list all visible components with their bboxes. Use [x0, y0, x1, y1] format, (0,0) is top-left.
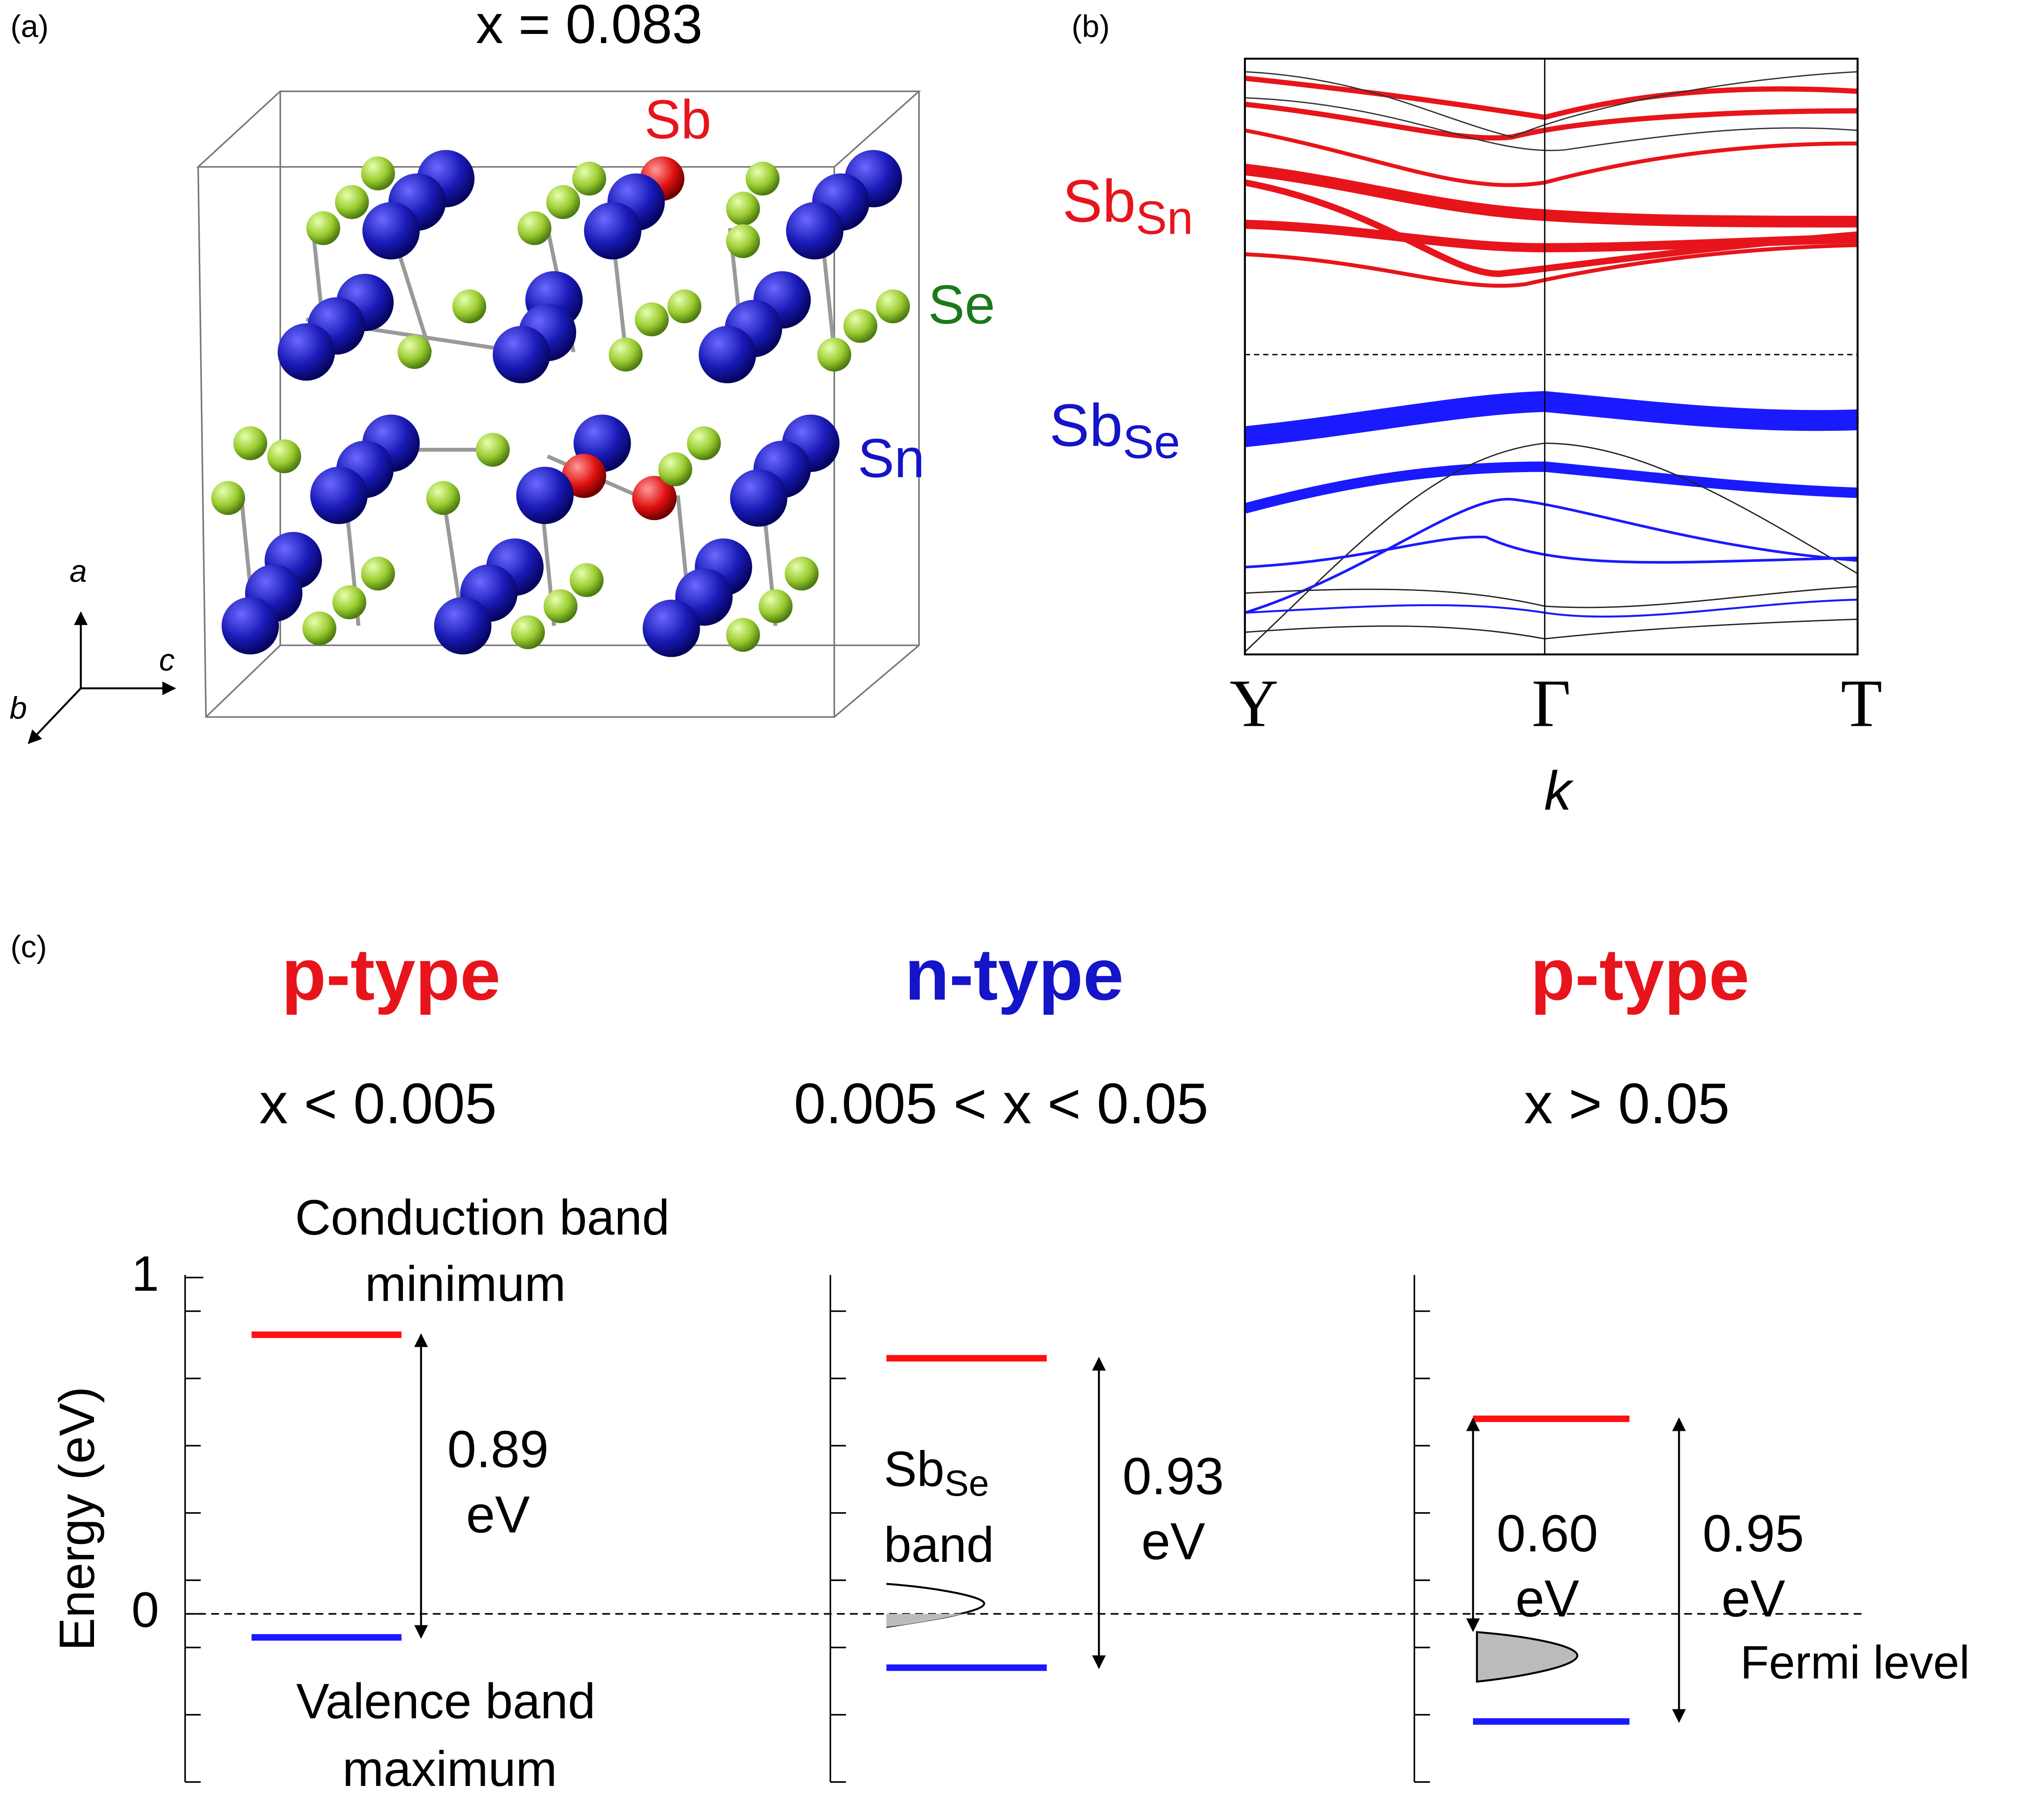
band-label-sub: Se	[1123, 416, 1180, 468]
panel-label: (b)	[1071, 9, 1110, 44]
band-label-sub: Sn	[1136, 191, 1193, 244]
band-label-main: Sb	[1062, 168, 1136, 235]
axis-label: a	[70, 554, 87, 589]
atom-label: Se	[928, 274, 995, 335]
condition: x < 0.005	[259, 1071, 497, 1135]
annotation: Fermi level	[1740, 1636, 1970, 1688]
gap-unit: eV	[1141, 1513, 1205, 1571]
gap-unit: eV	[1515, 1570, 1579, 1628]
condition: x > 0.05	[1524, 1071, 1730, 1135]
atoms	[211, 150, 910, 657]
gap-unit: eV	[466, 1486, 530, 1544]
k-point-label: Y	[1229, 665, 1278, 741]
panel-label: (c)	[10, 930, 47, 964]
frame	[1244, 57, 1859, 656]
annotation: Valence band	[296, 1674, 596, 1729]
axis-label: b	[10, 691, 27, 726]
axes-triad	[27, 611, 176, 744]
panel-c: (c) Energy (eV) 0 1 p-type x < 0.005 0.89 eV n…	[10, 930, 1970, 1797]
x-axis-label: k	[1544, 760, 1574, 822]
annotation: minimum	[365, 1257, 566, 1312]
y-tick-label: 0	[131, 1583, 159, 1638]
annotation: SbSe	[884, 1442, 989, 1504]
carrier-type: p-type	[282, 933, 500, 1015]
axis-label: c	[159, 643, 175, 678]
annotation-main: Sb	[884, 1442, 944, 1497]
carrier-type: p-type	[1530, 933, 1749, 1015]
k-point-label: T	[1841, 665, 1882, 741]
gap-value: 0.89	[447, 1421, 549, 1479]
band-label: SbSe	[1049, 392, 1180, 468]
annotation: maximum	[342, 1742, 557, 1797]
gap-unit: eV	[1722, 1570, 1786, 1628]
band-label-main: Sb	[1049, 392, 1123, 459]
y-axis-label: Energy (eV)	[50, 1386, 105, 1651]
y-tick-label: 1	[131, 1246, 159, 1302]
panel-title: x = 0.083	[476, 0, 702, 55]
dos-fill	[886, 1614, 965, 1627]
carrier-type: n-type	[905, 933, 1124, 1015]
k-point-label: Γ	[1532, 665, 1571, 741]
dos-shape	[1476, 1631, 1578, 1683]
atom-label: Sb	[644, 89, 712, 150]
panel-a: (a) x = 0.083 Sb Se Sn	[10, 0, 995, 744]
annotation: band	[884, 1517, 994, 1573]
gap-value: 0.93	[1122, 1447, 1224, 1505]
atom-label: Sn	[858, 428, 925, 489]
unit-cell	[196, 90, 921, 718]
gap-value: 0.60	[1497, 1505, 1598, 1563]
band-label: SbSn	[1062, 168, 1193, 244]
condition: 0.005 < x < 0.05	[794, 1071, 1208, 1135]
band-structure	[1243, 71, 1858, 652]
panel-label: (a)	[10, 9, 49, 44]
annotation-sub: Se	[944, 1463, 989, 1504]
annotation: Conduction band	[295, 1190, 670, 1245]
gap-value: 0.95	[1702, 1505, 1804, 1563]
